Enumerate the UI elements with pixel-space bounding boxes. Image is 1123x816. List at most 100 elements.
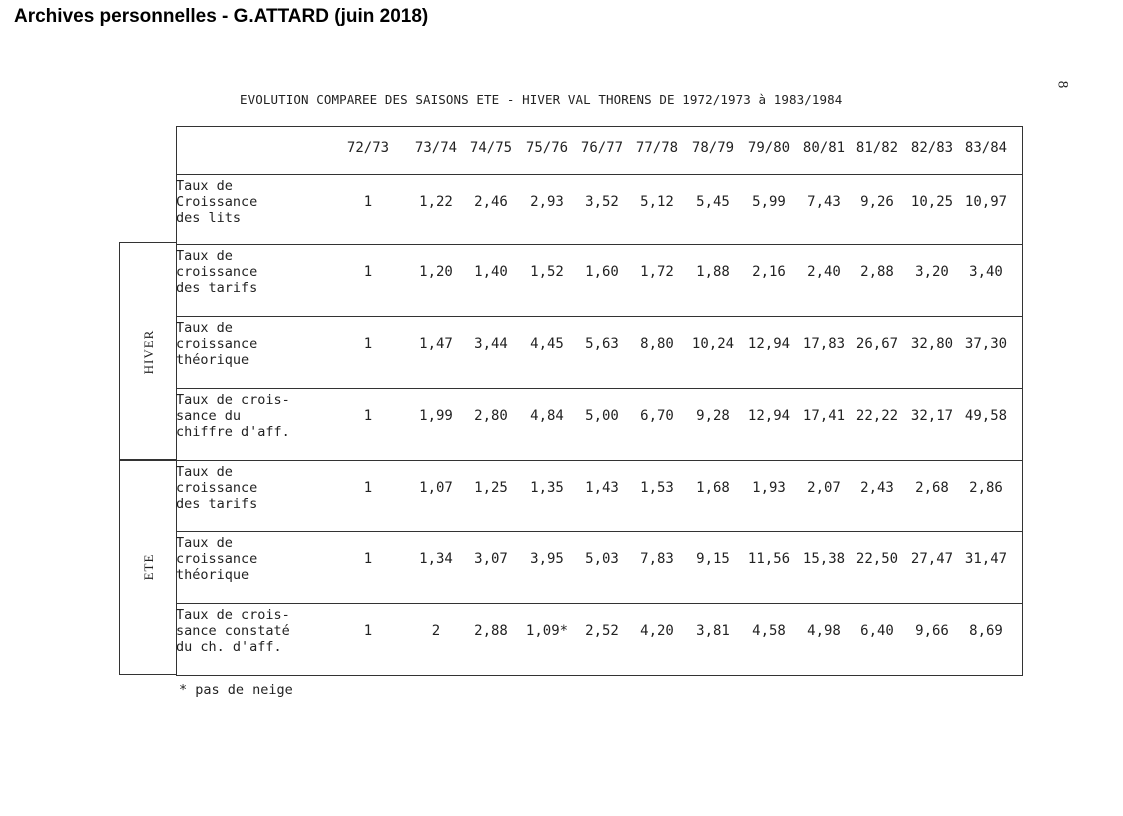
- row-divider: [176, 388, 1023, 389]
- table-cell: 2,88: [474, 623, 508, 639]
- table-cell: 4,58: [752, 623, 786, 639]
- table-cell: 3,52: [585, 194, 619, 210]
- table-cell: 32,17: [910, 408, 954, 424]
- table-cell: 9,66: [915, 623, 949, 639]
- row-label: Taux de crois- sance constaté du ch. d'a…: [176, 607, 290, 655]
- table-cell: 1,93: [752, 480, 786, 496]
- table-cell: 2,93: [530, 194, 564, 210]
- table-cell: 37,30: [964, 336, 1008, 352]
- table-cell: 1: [363, 480, 373, 496]
- table-cell: 4,84: [530, 408, 564, 424]
- table-cell: 7,83: [640, 551, 674, 567]
- season-label-ete: ETE: [140, 553, 156, 581]
- table-cell: 1,34: [419, 551, 453, 567]
- column-header: 75/76: [525, 140, 569, 156]
- table-cell: 17,83: [802, 336, 846, 352]
- column-header: 72/73: [346, 140, 390, 156]
- table-cell: 10,24: [691, 336, 735, 352]
- table-cell: 1,60: [585, 264, 619, 280]
- table-cell: 2,88: [860, 264, 894, 280]
- table-cell: 4,45: [530, 336, 564, 352]
- season-group-ete: ETE: [119, 459, 177, 675]
- table-cell: 1,07: [419, 480, 453, 496]
- table-cell: 8,80: [640, 336, 674, 352]
- table-cell: 7,43: [807, 194, 841, 210]
- table-cell: 1,72: [640, 264, 674, 280]
- table-cell: 1,53: [640, 480, 674, 496]
- table-cell: 3,40: [969, 264, 1003, 280]
- table-cell: 2,86: [969, 480, 1003, 496]
- table-cell: 2,80: [474, 408, 508, 424]
- row-label: Taux de croissance théorique: [176, 535, 258, 583]
- table-cell: 1,40: [474, 264, 508, 280]
- column-header: 80/81: [802, 140, 846, 156]
- table-cell: 49,58: [964, 408, 1008, 424]
- table-cell: 10,25: [910, 194, 954, 210]
- column-header: 73/74: [414, 140, 458, 156]
- table-frame: [176, 126, 1023, 676]
- table-cell: 2,68: [915, 480, 949, 496]
- table-cell: 3,20: [915, 264, 949, 280]
- table-cell: 1,43: [585, 480, 619, 496]
- table-cell: 5,00: [585, 408, 619, 424]
- table-cell: 3,44: [474, 336, 508, 352]
- table-cell: 2,16: [752, 264, 786, 280]
- table-cell: 2: [431, 623, 441, 639]
- table-cell: 1,47: [419, 336, 453, 352]
- row-divider: [176, 174, 1023, 175]
- table-cell: 5,63: [585, 336, 619, 352]
- column-header: 82/83: [910, 140, 954, 156]
- table-cell: 31,47: [964, 551, 1008, 567]
- table-cell: 4,20: [640, 623, 674, 639]
- table-cell: 26,67: [855, 336, 899, 352]
- row-divider: [176, 316, 1023, 317]
- table-cell: 11,56: [747, 551, 791, 567]
- table-cell: 1,20: [419, 264, 453, 280]
- row-label: Taux de Croissance des lits: [176, 178, 258, 226]
- season-label-hiver: HIVER: [140, 329, 156, 374]
- column-header: 78/79: [691, 140, 735, 156]
- table-cell: 15,38: [802, 551, 846, 567]
- table-cell: 1,99: [419, 408, 453, 424]
- table-cell: 5,99: [752, 194, 786, 210]
- table-cell: 6,40: [860, 623, 894, 639]
- table-cell: 2,46: [474, 194, 508, 210]
- archive-header: Archives personnelles - G.ATTARD (juin 2…: [14, 6, 429, 27]
- row-divider: [176, 603, 1023, 604]
- table-cell: 27,47: [910, 551, 954, 567]
- table-cell: 10,97: [964, 194, 1008, 210]
- table-cell: 3,07: [474, 551, 508, 567]
- table-cell: 1,52: [530, 264, 564, 280]
- page-number: 8: [1054, 80, 1071, 89]
- table-cell: 1: [363, 336, 373, 352]
- table-cell: 9,26: [860, 194, 894, 210]
- table-cell: 5,12: [640, 194, 674, 210]
- table-cell: 2,07: [807, 480, 841, 496]
- table-cell: 9,15: [696, 551, 730, 567]
- table-cell: 1: [363, 408, 373, 424]
- table-cell: 1: [363, 551, 373, 567]
- table-cell: 6,70: [640, 408, 674, 424]
- row-label: Taux de croissance des tarifs: [176, 248, 258, 296]
- column-header: 81/82: [855, 140, 899, 156]
- table-cell: 1,88: [696, 264, 730, 280]
- column-header: 83/84: [964, 140, 1008, 156]
- table-cell: 1,35: [530, 480, 564, 496]
- table-cell: 8,69: [969, 623, 1003, 639]
- table-cell: 1,09*: [525, 623, 569, 639]
- table-cell: 1,25: [474, 480, 508, 496]
- table-cell: 22,22: [855, 408, 899, 424]
- column-header: 76/77: [580, 140, 624, 156]
- table-cell: 1: [363, 264, 373, 280]
- table-cell: 5,45: [696, 194, 730, 210]
- column-header: 77/78: [635, 140, 679, 156]
- table-cell: 12,94: [747, 336, 791, 352]
- table-cell: 22,50: [855, 551, 899, 567]
- row-divider: [176, 531, 1023, 532]
- column-header: 74/75: [469, 140, 513, 156]
- row-label: Taux de croissance théorique: [176, 320, 258, 368]
- row-label: Taux de crois- sance du chiffre d'aff.: [176, 392, 290, 440]
- row-divider: [176, 460, 1023, 461]
- table-cell: 3,81: [696, 623, 730, 639]
- table-cell: 1: [363, 194, 373, 210]
